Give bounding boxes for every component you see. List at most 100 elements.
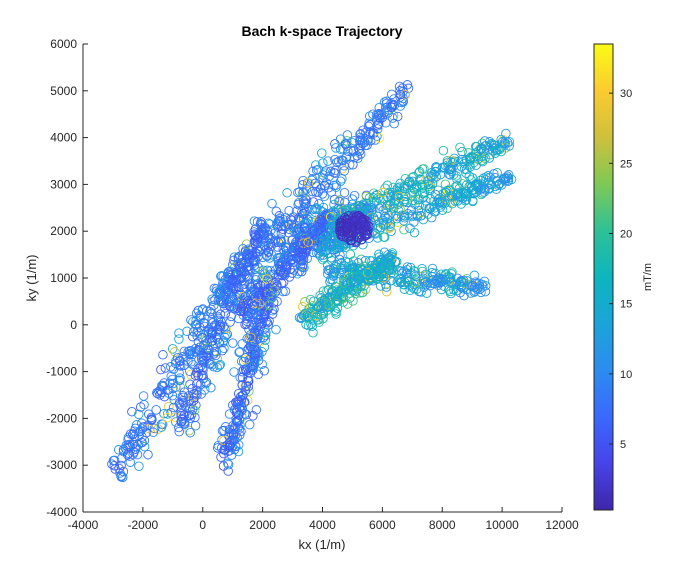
scatter-point	[375, 194, 385, 204]
scatter-point	[283, 242, 293, 253]
x-axis-ticks: -4000 -2000 0 2000 4000 6000 8000 10000 12000	[68, 507, 579, 532]
scatter-point	[408, 176, 418, 187]
scatter-point	[471, 141, 481, 152]
y-tick-label: 4000	[50, 131, 77, 145]
scatter-point	[318, 173, 328, 183]
scatter-point	[325, 166, 336, 177]
scatter-point	[191, 367, 202, 378]
scatter-point	[311, 165, 322, 175]
scatter-point	[155, 385, 165, 395]
scatter-point	[227, 430, 237, 440]
scatter-point	[334, 195, 345, 205]
scatter-point	[360, 255, 371, 266]
scatter-point	[372, 223, 383, 233]
scatter-point	[303, 178, 314, 188]
scatter-point	[456, 161, 467, 172]
scatter-point	[382, 214, 392, 224]
scatter-point	[280, 268, 290, 279]
scatter-point	[325, 295, 336, 306]
scatter-point	[504, 141, 514, 151]
scatter-point	[215, 359, 225, 370]
scatter-point	[148, 427, 159, 438]
scatter-point	[406, 205, 417, 216]
scatter-point	[375, 222, 386, 233]
scatter-point	[263, 240, 273, 251]
scatter-point	[189, 405, 200, 415]
scatter-point	[227, 274, 237, 285]
scatter-point	[297, 266, 307, 277]
scatter-point	[248, 308, 258, 319]
scatter-point	[309, 296, 319, 306]
scatter-point	[392, 277, 403, 287]
scatter-point	[234, 430, 245, 440]
scatter-point	[419, 275, 429, 286]
scatter-point	[267, 279, 278, 289]
scatter-point	[342, 130, 353, 140]
scatter-point	[242, 248, 252, 259]
scatter-point	[284, 205, 294, 216]
scatter-point	[245, 312, 255, 322]
scatter-point	[343, 279, 353, 289]
scatter-point	[434, 196, 445, 207]
scatter-point	[213, 315, 224, 326]
scatter-point	[198, 356, 208, 366]
colorbar-label: mT/m	[642, 263, 654, 291]
scatter-point	[340, 261, 350, 271]
scatter-point	[231, 403, 241, 413]
scatter-point	[179, 418, 189, 429]
scatter-point	[193, 305, 204, 316]
scatter-point	[374, 133, 385, 143]
scatter-point	[469, 287, 479, 297]
scatter-point	[238, 390, 248, 400]
chart-title: Bach k-space Trajectory	[241, 23, 402, 39]
y-axis-ticks: -4000 -3000 -2000 -1000 0 1000 2000 3000 4000 500…	[46, 37, 88, 519]
scatter-point	[253, 348, 264, 359]
scatter-point	[322, 286, 332, 296]
scatter-point	[318, 158, 328, 168]
scatter-point	[365, 129, 375, 139]
scatter-point	[208, 361, 219, 372]
scatter-point	[244, 253, 255, 263]
scatter-point	[346, 277, 356, 288]
scatter-point	[435, 274, 446, 285]
scatter-point	[294, 241, 305, 251]
scatter-point	[373, 120, 383, 131]
scatter-point	[241, 366, 252, 376]
scatter-point	[419, 282, 429, 292]
scatter-point	[282, 188, 292, 198]
scatter-point	[355, 129, 365, 140]
scatter-point	[395, 89, 406, 100]
scatter-point	[262, 274, 272, 284]
scatter-point	[396, 278, 406, 288]
scatter-point	[313, 302, 324, 313]
scatter-point	[420, 276, 431, 287]
scatter-point	[449, 153, 460, 164]
scatter-point	[382, 180, 393, 191]
colorbar-tick-label: 25	[620, 158, 632, 170]
scatter-point	[143, 449, 153, 460]
y-tick-label: -2000	[46, 411, 77, 425]
x-tick-label: 12000	[545, 518, 579, 532]
scatter-point	[332, 239, 343, 249]
scatter-point	[254, 289, 265, 300]
scatter-point	[214, 360, 225, 371]
scatter-point	[379, 247, 390, 257]
scatter-point	[186, 357, 196, 367]
scatter-point	[416, 207, 427, 218]
scatter-point	[467, 280, 478, 291]
scatter-point	[143, 409, 154, 419]
colorbar-tick-label: 15	[620, 299, 632, 311]
scatter-point	[253, 329, 264, 339]
scatter-point	[400, 89, 411, 100]
scatter-point	[174, 426, 184, 437]
scatter-point	[297, 180, 308, 190]
scatter-point	[237, 390, 248, 401]
scatter-point	[263, 247, 274, 257]
scatter-point	[233, 253, 244, 263]
y-tick-label: 0	[70, 318, 77, 332]
scatter-point	[225, 317, 235, 327]
scatter-point	[215, 320, 225, 330]
scatter-point	[185, 403, 195, 414]
scatter-point	[207, 294, 217, 304]
scatter-point	[401, 268, 412, 278]
